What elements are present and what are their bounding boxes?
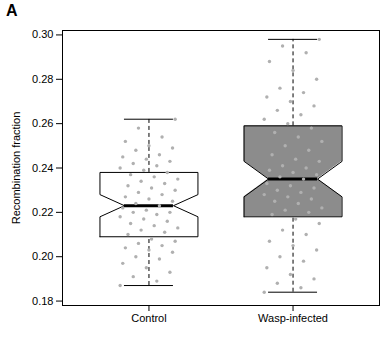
svg-text:0.26: 0.26: [32, 117, 53, 129]
html-text:A: A: [6, 2, 18, 19]
svg-text:0.24: 0.24: [32, 162, 53, 174]
svg-text:Recombination fraction: Recombination fraction: [10, 112, 22, 225]
svg-text:0.30: 0.30: [32, 28, 53, 40]
svg-text:0.28: 0.28: [32, 73, 53, 85]
svg-text:0.20: 0.20: [32, 250, 53, 262]
svg-text:Wasp-infected: Wasp-infected: [258, 312, 328, 324]
svg-text:0.22: 0.22: [32, 206, 53, 218]
svg-text:0.18: 0.18: [32, 295, 53, 307]
svg-text:Control: Control: [131, 312, 166, 324]
